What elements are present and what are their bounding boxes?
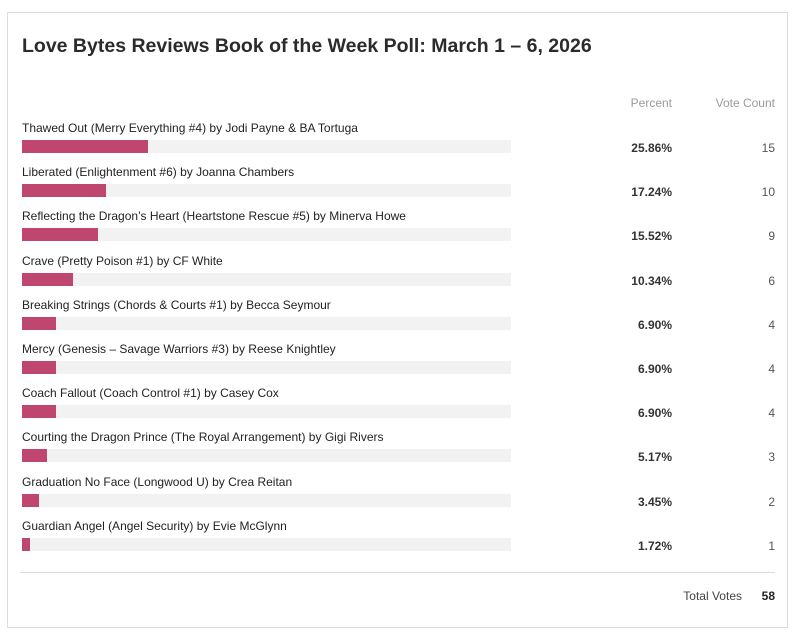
result-bar-fill [22, 360, 56, 374]
poll-option-vote-count: 6 [768, 273, 775, 288]
poll-option-percent: 10.34% [631, 273, 672, 288]
result-bar-fill [22, 316, 56, 330]
poll-option-row: Liberated (Enlightenment #6) by Joanna C… [8, 164, 787, 208]
poll-title: Love Bytes Reviews Book of the Week Poll… [22, 35, 592, 57]
result-bar-track [22, 184, 511, 198]
result-bar-track [22, 228, 511, 242]
poll-option-vote-count: 4 [768, 317, 775, 332]
poll-option-label: Graduation No Face (Longwood U) by Crea … [22, 474, 293, 489]
poll-option-row: Guardian Angel (Angel Security) by Evie … [8, 518, 787, 562]
result-bar-track [22, 493, 511, 507]
result-bar-fill [22, 537, 30, 551]
poll-option-row: Reflecting the Dragon’s Heart (Heartston… [8, 208, 787, 252]
poll-option-vote-count: 4 [768, 361, 775, 376]
poll-option-vote-count: 3 [768, 450, 775, 465]
poll-option-row: Breaking Strings (Chords & Courts #1) by… [8, 297, 787, 341]
poll-option-percent: 1.72% [637, 538, 672, 553]
result-bar-track [22, 272, 511, 286]
poll-card: Love Bytes Reviews Book of the Week Poll… [7, 12, 788, 628]
result-bar-fill [22, 272, 73, 286]
poll-option-percent: 17.24% [631, 185, 672, 200]
poll-option-label: Mercy (Genesis – Savage Warriors #3) by … [22, 341, 336, 356]
poll-results-list: Thawed Out (Merry Everything #4) by Jodi… [8, 120, 787, 562]
result-bar-fill [22, 184, 106, 198]
poll-option-label: Crave (Pretty Poison #1) by CF White [22, 253, 223, 268]
result-bar-track [22, 140, 511, 153]
poll-option-percent: 6.90% [637, 406, 672, 421]
result-bar-fill [22, 228, 98, 242]
poll-option-percent: 15.52% [631, 229, 672, 244]
poll-option-row: Coach Fallout (Coach Control #1) by Case… [8, 385, 787, 429]
poll-option-percent: 5.17% [637, 450, 672, 465]
result-bar-fill [22, 493, 39, 507]
poll-option-percent: 6.90% [637, 317, 672, 332]
result-bar-track [22, 360, 511, 374]
result-bar-fill [22, 140, 148, 153]
poll-option-label: Courting the Dragon Prince (The Royal Ar… [22, 430, 384, 445]
poll-option-row: Mercy (Genesis – Savage Warriors #3) by … [8, 341, 787, 385]
divider [20, 572, 775, 573]
poll-option-label: Coach Fallout (Coach Control #1) by Case… [22, 386, 279, 401]
total-votes-value: 58 [761, 589, 775, 603]
result-bar-fill [22, 405, 56, 419]
poll-option-row: Crave (Pretty Poison #1) by CF White 10.… [8, 253, 787, 297]
result-bar-track [22, 316, 511, 330]
result-bar-track [22, 405, 511, 419]
total-votes-label: Total Votes [683, 589, 742, 603]
poll-option-label: Breaking Strings (Chords & Courts #1) by… [22, 297, 331, 312]
poll-option-label: Thawed Out (Merry Everything #4) by Jodi… [22, 121, 358, 135]
result-bar-track [22, 537, 511, 551]
poll-option-row: Courting the Dragon Prince (The Royal Ar… [8, 429, 787, 473]
poll-option-label: Guardian Angel (Angel Security) by Evie … [22, 518, 287, 533]
poll-option-vote-count: 1 [768, 538, 775, 553]
poll-option-row: Graduation No Face (Longwood U) by Crea … [8, 474, 787, 518]
result-bar-fill [22, 449, 47, 463]
poll-option-vote-count: 9 [768, 229, 775, 244]
poll-option-vote-count: 15 [761, 141, 775, 155]
result-bar-track [22, 449, 511, 463]
poll-option-label: Liberated (Enlightenment #6) by Joanna C… [22, 165, 295, 180]
poll-option-row: Thawed Out (Merry Everything #4) by Jodi… [8, 120, 787, 164]
poll-option-vote-count: 10 [761, 185, 775, 200]
poll-option-percent: 6.90% [637, 361, 672, 376]
percent-column-header: Percent [630, 96, 672, 110]
vote-count-column-header: Vote Count [715, 96, 775, 110]
poll-option-vote-count: 2 [768, 494, 775, 509]
poll-option-vote-count: 4 [768, 406, 775, 421]
poll-option-percent: 25.86% [631, 141, 672, 155]
poll-option-percent: 3.45% [637, 494, 672, 509]
poll-option-label: Reflecting the Dragon’s Heart (Heartston… [22, 209, 406, 224]
